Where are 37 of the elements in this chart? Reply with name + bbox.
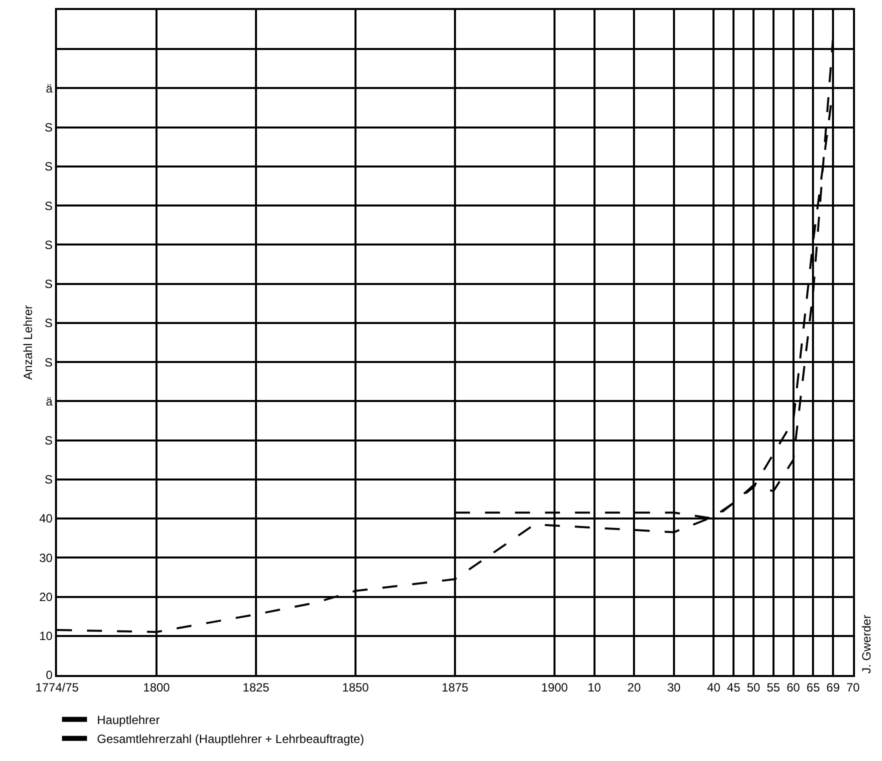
x-tick-label: 30 — [667, 680, 681, 694]
y-tick-label: 20 — [39, 590, 53, 604]
x-tick-label: 1900 — [541, 680, 568, 694]
x-tick-label: 50 — [746, 680, 760, 694]
y-tick-label: ä — [46, 394, 53, 408]
y-tick-label: 10 — [39, 629, 53, 644]
y-tick-label: 0 — [46, 668, 53, 682]
x-tick-label: 70 — [846, 680, 860, 694]
x-tick-label: 1875 — [442, 680, 469, 694]
y-tick-label: 30 — [39, 550, 53, 565]
x-tick-label: 65 — [806, 680, 820, 694]
text: J. Gwerder — [859, 614, 874, 674]
x-tick-label: 1800 — [143, 680, 170, 694]
y-tick-label: S — [44, 277, 53, 292]
y-tick-label: S — [44, 238, 53, 252]
x-tick-label: 1825 — [242, 680, 270, 694]
y-tick-label: 40 — [39, 512, 53, 526]
y-axis-title: Anzahl Lehrer — [21, 305, 36, 380]
x-tick-label: 45 — [726, 680, 741, 694]
y-tick-label: S — [44, 120, 53, 135]
y-tick-label: S — [44, 198, 53, 213]
y-tick-label: ä — [46, 81, 53, 96]
x-tick-label: 69 — [826, 680, 840, 694]
x-tick-label: 20 — [627, 680, 642, 694]
y-tick-label: S — [44, 316, 53, 330]
x-tick-label: 60 — [786, 680, 800, 694]
x-tick-label: 40 — [707, 680, 721, 694]
y-tick-label: S — [44, 355, 53, 370]
x-tick-label: 1774/75 — [35, 680, 80, 694]
x-tick-label: 55 — [766, 680, 780, 694]
legend-label: Hauptlehrer — [97, 713, 160, 728]
y-tick-label: S — [44, 160, 53, 174]
legend-label: Gesamtlehrerzahl (Hauptlehrer + Lehrbeauftragte) — [97, 732, 364, 746]
x-tick-label: 10 — [588, 680, 602, 694]
y-tick-label: S — [44, 472, 53, 487]
y-tick-label: S — [44, 433, 53, 448]
x-tick-label: 1850 — [342, 680, 370, 694]
